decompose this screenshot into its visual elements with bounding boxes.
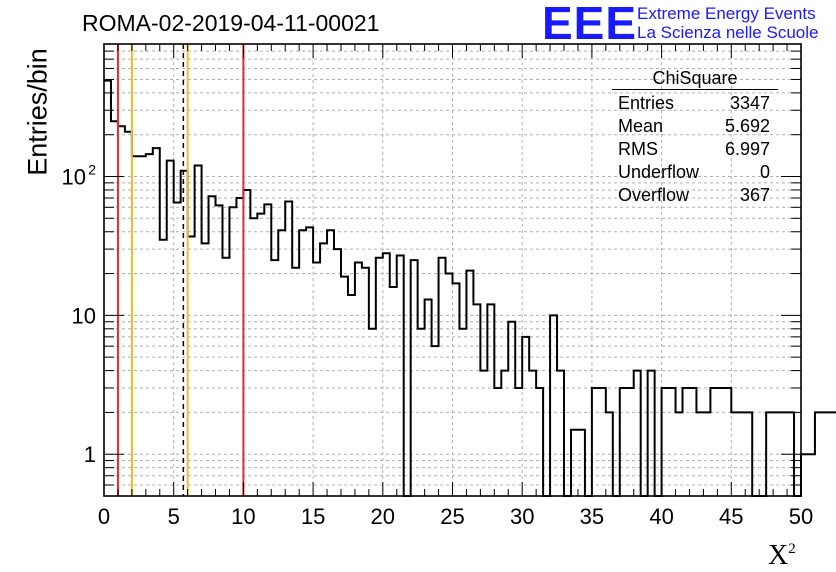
stats-label: RMS (618, 139, 658, 159)
stats-value: 0 (759, 162, 770, 182)
y-tick-label: 1 (84, 442, 96, 467)
histogram-outline (104, 79, 836, 497)
stats-label: Mean (618, 116, 664, 136)
reference-lines (116, 44, 245, 496)
axis-ticks (103, 43, 802, 497)
x-tick-label: 25 (440, 504, 464, 529)
logo-line-2: La Scienza nelle Scuole (637, 23, 819, 42)
x-axis-label-main: X (768, 540, 789, 571)
stats-value: 3347 (729, 93, 770, 113)
chart-title: ROMA-02-2019-04-11-00021 (82, 10, 380, 36)
x-tick-label: 50 (789, 504, 813, 529)
y-tick-label: 10 (62, 164, 86, 189)
eee-logo: EEE (542, 0, 638, 49)
stats-label: Entries (618, 93, 675, 113)
stats-box: ChiSquare Entries 3347 Mean 5.692 RMS 6.997… (612, 68, 778, 207)
y-tick-label-exponent: 2 (88, 161, 96, 177)
stats-title: ChiSquare (612, 68, 778, 90)
stats-value: 367 (739, 185, 770, 205)
stats-row-entries: Entries 3347 (612, 92, 778, 115)
logo-line-1: Extreme Energy Events (637, 4, 816, 23)
x-tick-label: 30 (510, 504, 534, 529)
x-tick-label: 40 (649, 504, 673, 529)
y-tick-label: 10 (72, 303, 96, 328)
stats-row-mean: Mean 5.692 (612, 115, 778, 138)
x-axis-label: X2 (768, 540, 796, 572)
x-tick-label: 0 (98, 504, 110, 529)
stats-value: 6.997 (724, 139, 770, 159)
stats-row-underflow: Underflow 0 (612, 161, 778, 184)
stats-value: 5.692 (724, 116, 770, 136)
x-axis-label-sup: 2 (788, 541, 796, 557)
y-axis-label: Entries/bin (22, 48, 53, 176)
x-tick-label: 35 (580, 504, 604, 529)
x-tick-label: 15 (301, 504, 325, 529)
x-tick-label: 10 (231, 504, 255, 529)
grid-lines (104, 43, 801, 497)
stats-label: Underflow (618, 162, 700, 182)
stats-label: Overflow (618, 185, 690, 205)
x-tick-label: 5 (168, 504, 180, 529)
stats-row-rms: RMS 6.997 (612, 138, 778, 161)
stats-row-overflow: Overflow 367 (612, 184, 778, 207)
x-tick-label: 20 (371, 504, 395, 529)
histogram-series (104, 79, 836, 497)
x-tick-label: 45 (719, 504, 743, 529)
